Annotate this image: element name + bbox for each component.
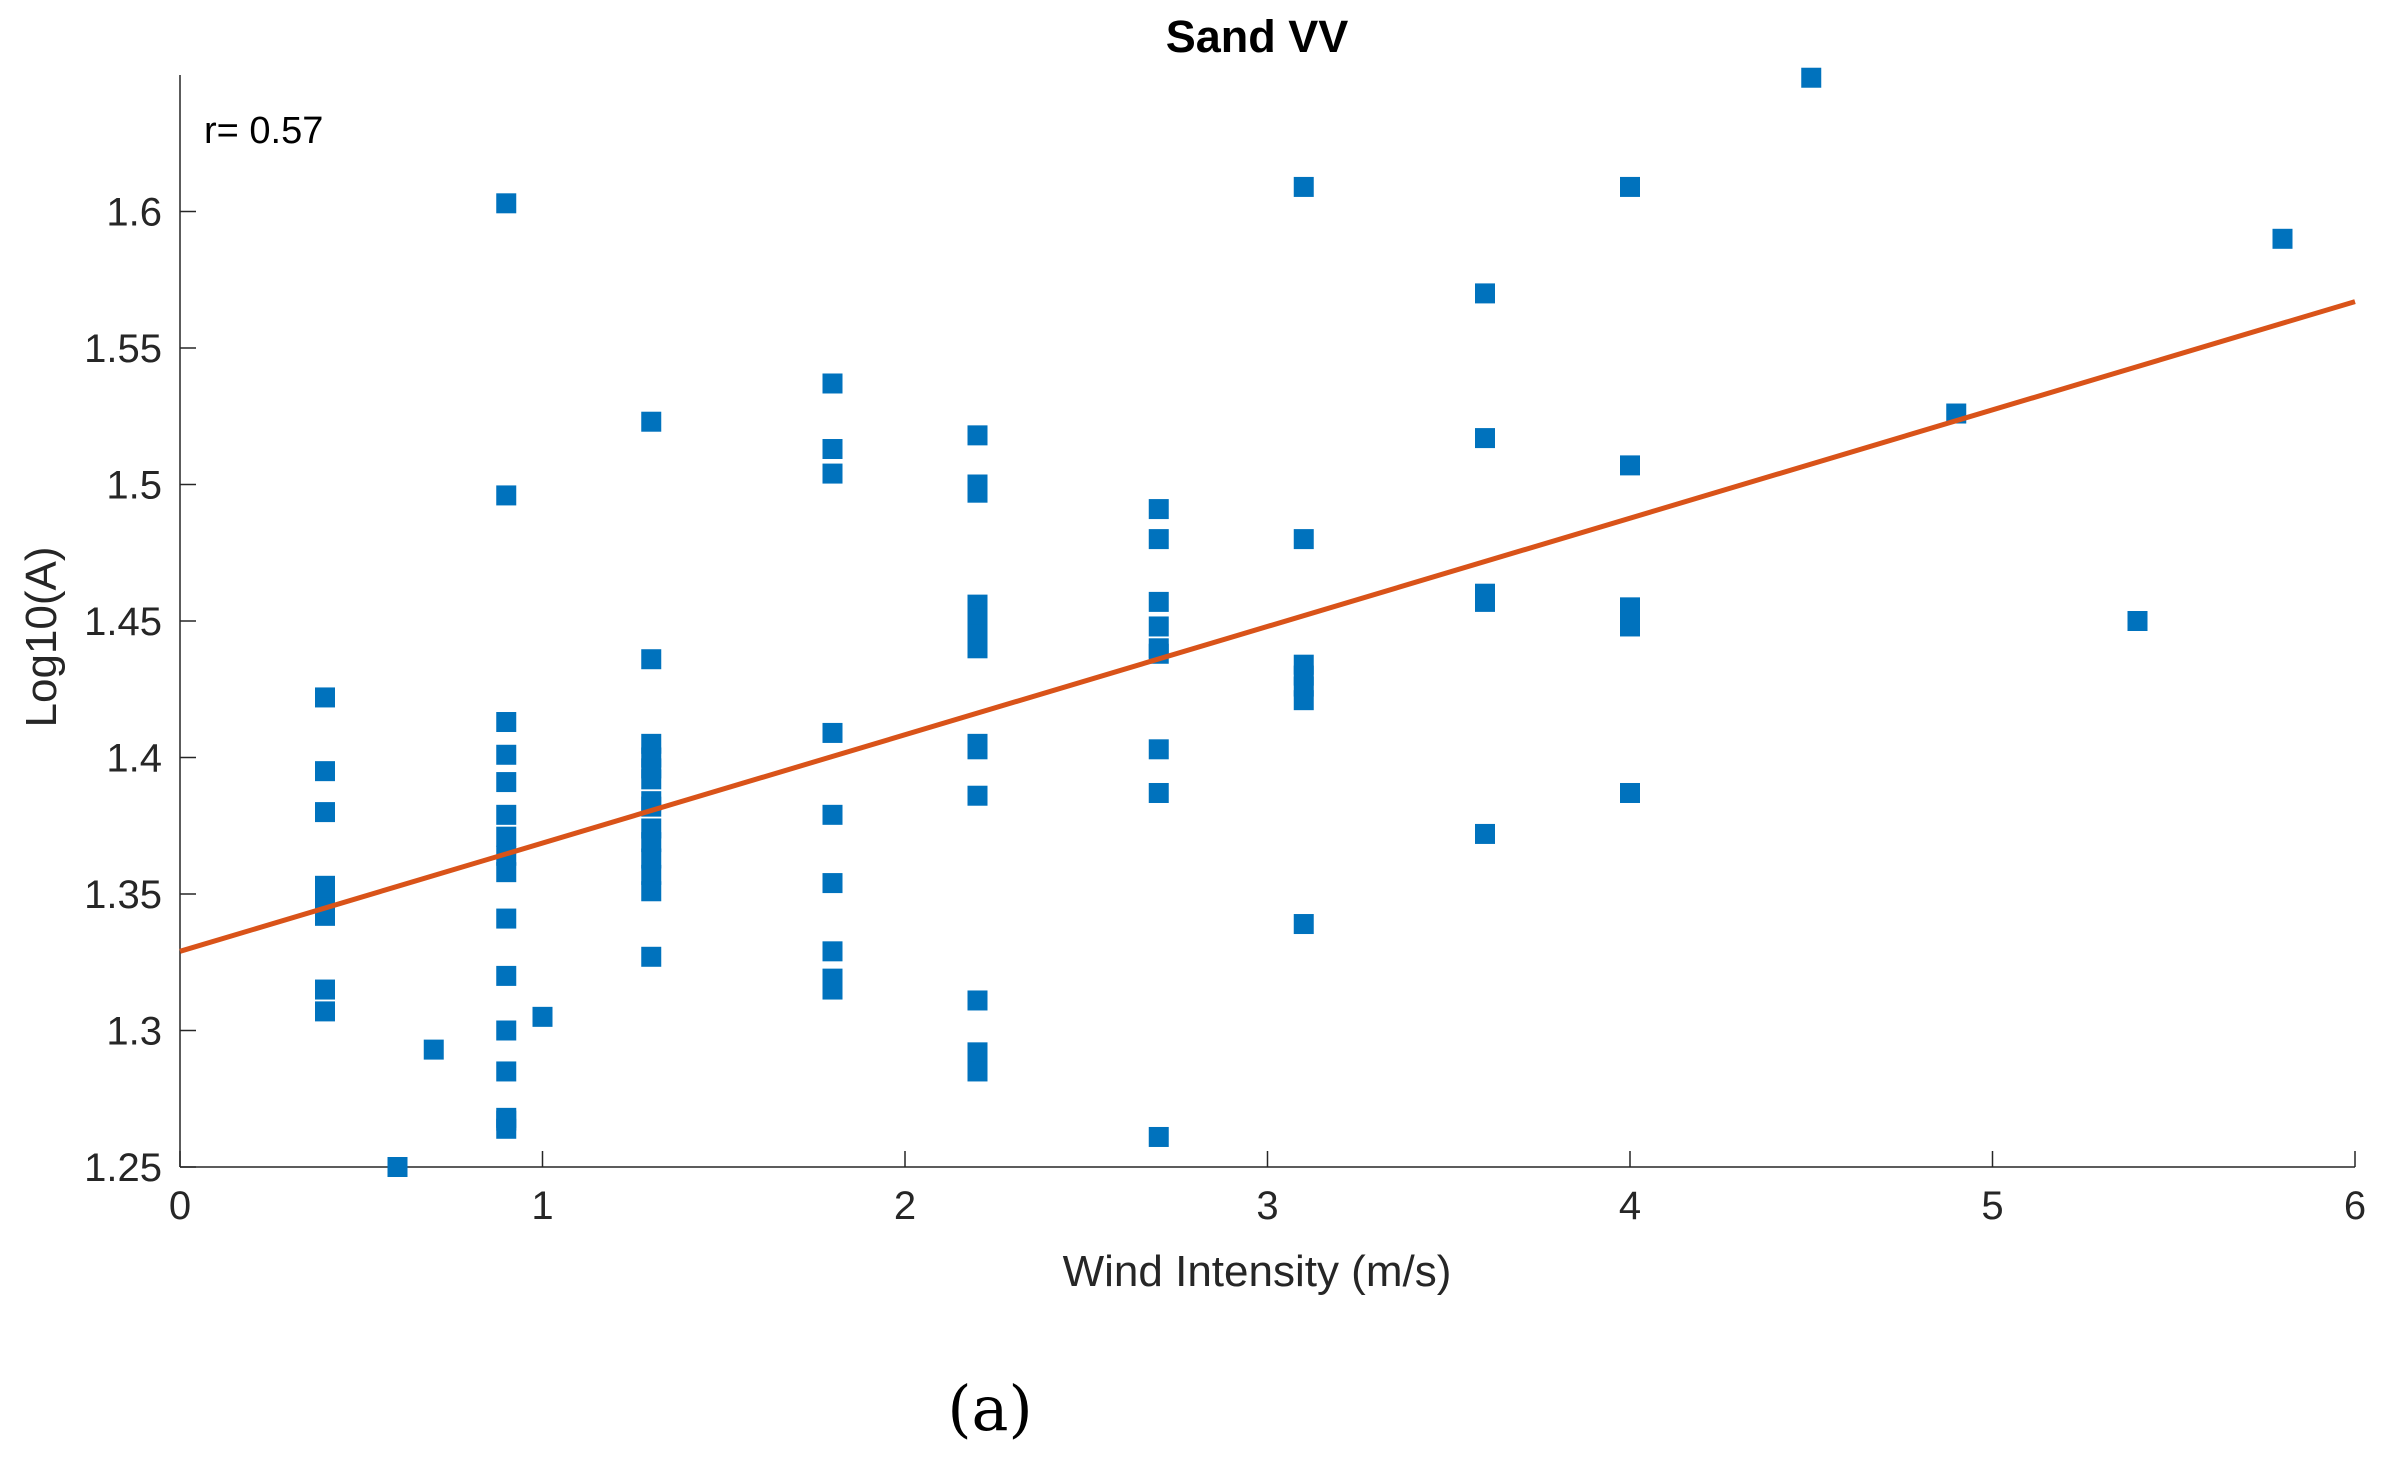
data-point [315, 761, 335, 782]
data-point [1293, 529, 1314, 550]
data-point [315, 687, 335, 708]
y-tick-label: 1.6 [106, 191, 162, 235]
y-tick-label: 1.3 [106, 1010, 162, 1054]
data-point [641, 818, 662, 839]
data-point [496, 804, 517, 825]
data-point [822, 873, 843, 894]
data-point [1148, 616, 1169, 637]
data-point [967, 1042, 988, 1063]
data-point [967, 785, 988, 806]
x-tick-label: 3 [1256, 1184, 1278, 1228]
data-point [641, 864, 662, 885]
y-tick-label: 1.25 [84, 1146, 162, 1190]
data-point [1148, 739, 1169, 760]
data-point [496, 772, 517, 793]
data-point [967, 739, 988, 760]
data-point [822, 722, 843, 743]
fit-line-group [179, 299, 2356, 954]
data-point [315, 802, 335, 823]
y-tick-label: 1.55 [84, 327, 162, 371]
data-point [1148, 638, 1169, 659]
data-point [1620, 176, 1640, 197]
y-tick-label: 1.4 [106, 737, 162, 781]
data-points [315, 67, 2293, 1177]
data-point [315, 1001, 335, 1022]
data-point [1801, 67, 1822, 88]
data-point [1620, 455, 1640, 476]
data-point [967, 608, 988, 629]
data-point [822, 439, 843, 460]
data-point [496, 1110, 517, 1131]
data-point [1475, 823, 1495, 844]
data-point [496, 908, 517, 929]
data-point [822, 941, 843, 962]
data-point [967, 482, 988, 503]
x-tick-label: 2 [894, 1184, 916, 1228]
data-point [641, 758, 662, 779]
x-axis-label: Wind Intensity (m/s) [1063, 1247, 1452, 1296]
data-point [1148, 529, 1169, 550]
data-point [822, 979, 843, 1000]
data-point [315, 979, 335, 1000]
data-point [532, 1006, 553, 1027]
correlation-annotation: r= 0.57 [204, 110, 323, 152]
axes: 0 1 2 3 4 5 6 1.25 1.3 1.35 1.4 1.45 1.5 1.55 1.6 [84, 75, 2366, 1228]
data-point [641, 946, 662, 967]
data-point [496, 862, 517, 883]
x-tick-label: 5 [1981, 1184, 2003, 1228]
data-point [641, 791, 662, 812]
data-point [387, 1157, 408, 1177]
data-point [967, 425, 988, 446]
data-point [496, 485, 517, 506]
data-point [1293, 676, 1314, 697]
fit-line [179, 299, 2356, 954]
data-point [1620, 782, 1640, 803]
data-point [967, 1061, 988, 1082]
data-point [641, 848, 662, 869]
data-point [641, 649, 662, 670]
data-point [1475, 591, 1495, 612]
data-point [496, 965, 517, 986]
y-tick-label: 1.5 [106, 464, 162, 508]
data-point [496, 712, 517, 733]
data-point [1148, 591, 1169, 612]
chart-title: Sand VV [1166, 11, 1349, 62]
data-point [822, 804, 843, 825]
data-point [1620, 597, 1640, 618]
data-point [641, 411, 662, 432]
data-point [496, 744, 517, 765]
x-tick-label: 6 [2344, 1184, 2366, 1228]
x-tick-label: 1 [531, 1184, 553, 1228]
data-point [496, 193, 517, 214]
data-point [2272, 228, 2293, 249]
data-point [1293, 914, 1314, 935]
data-point [423, 1039, 444, 1060]
x-tick-label: 0 [169, 1184, 191, 1228]
y-axis-label: Log10(A) [17, 546, 66, 727]
data-point [1148, 1126, 1169, 1147]
data-point [496, 826, 517, 847]
y-tick-label: 1.35 [84, 873, 162, 917]
data-point [967, 638, 988, 659]
data-point [1148, 782, 1169, 803]
data-point [1620, 616, 1640, 637]
data-point [822, 463, 843, 484]
data-point [1475, 283, 1495, 304]
subfigure-label: (a) [947, 1372, 1032, 1445]
data-point [496, 1061, 517, 1082]
x-tick-label: 4 [1619, 1184, 1641, 1228]
data-point [967, 990, 988, 1011]
data-point [1475, 428, 1495, 449]
data-point [2127, 611, 2148, 631]
data-point [1148, 499, 1169, 520]
data-point [496, 1020, 517, 1041]
data-point [641, 881, 662, 902]
y-tick-label: 1.45 [84, 600, 162, 644]
data-point [822, 373, 843, 394]
data-point [1293, 176, 1314, 197]
